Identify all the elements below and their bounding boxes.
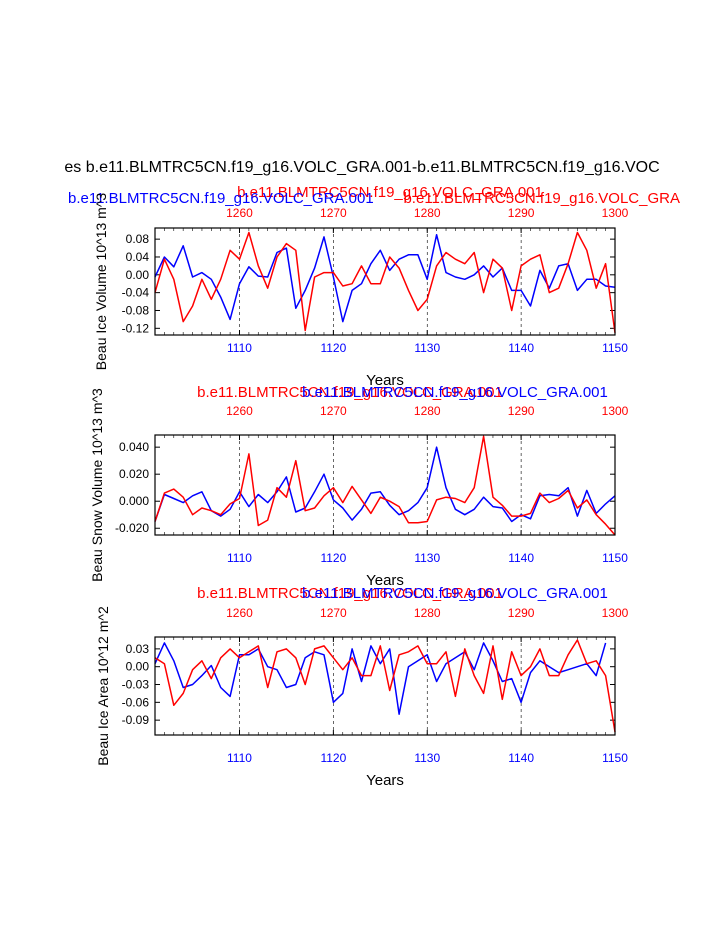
y-axis-label: Beau Ice Area 10^12 m^2 (95, 606, 111, 766)
panel-header-red-right: b.e11.BLMTRC5CN.f19_g16.VOLC_GRA (403, 190, 680, 207)
panel-header-red: b.e11.BLMTRC5CN.f19_g16.VOLC_GRA.001 (237, 184, 543, 201)
y-tick-label: 0.04 (126, 250, 150, 264)
y-tick-label: 0.00 (126, 268, 150, 282)
x-tick-label-bottom: 1110 (227, 551, 252, 565)
x-tick-label-top: 1260 (226, 404, 253, 418)
x-tick-label-top: 1290 (508, 206, 535, 220)
x-tick-label-bottom: 1130 (414, 751, 440, 765)
x-tick-label-top: 1300 (602, 404, 629, 418)
x-tick-label-bottom: 1140 (508, 751, 534, 765)
x-tick-label-top: 1270 (320, 404, 347, 418)
x-tick-label-top: 1280 (414, 404, 441, 418)
y-tick-label: 0.03 (126, 642, 150, 656)
x-tick-label-bottom: 1140 (508, 341, 534, 355)
series-line-red (154, 639, 616, 733)
x-tick-label-top: 1260 (226, 206, 253, 220)
chart-panel-1: b.e11.BLMTRC5CN.f19_g16.VOLC_GRA.001b.e1… (68, 184, 680, 389)
y-tick-label: 0.040 (119, 440, 149, 454)
x-tick-label-top: 1300 (602, 606, 629, 620)
x-tick-label-bottom: 1140 (508, 551, 534, 565)
plot-frame (154, 434, 616, 536)
y-axis-label: Beau Snow Volume 10^13 m^3 (89, 388, 105, 582)
series-line-red (154, 435, 616, 536)
x-tick-label-bottom: 1110 (227, 751, 252, 765)
y-tick-label: -0.04 (122, 286, 150, 300)
x-tick-label-bottom: 1150 (602, 341, 628, 355)
y-axis-label: Beau Ice Volume 10^13 m^3 (93, 193, 109, 371)
y-tick-label: 0.020 (119, 467, 149, 481)
series-line-blue (154, 642, 607, 715)
x-tick-label-bottom: 1110 (227, 341, 252, 355)
x-tick-label-top: 1280 (414, 606, 441, 620)
series-line-red (154, 231, 616, 333)
y-tick-label: -0.06 (122, 695, 150, 709)
plot-frame (154, 227, 616, 336)
plot-frame (154, 636, 616, 736)
x-axis-label: Years (366, 372, 404, 389)
x-tick-label-top: 1270 (320, 206, 347, 220)
x-axis-label: Years (366, 772, 404, 789)
y-tick-label: -0.03 (122, 678, 150, 692)
x-tick-label-top: 1300 (602, 206, 629, 220)
y-tick-label: 0.00 (126, 660, 150, 674)
x-tick-label-top: 1270 (320, 606, 347, 620)
chart-panel-3: b.e11.BLMTRC5CN.f19_g16.VOLC_GRA.001b.e1… (95, 585, 629, 789)
x-tick-label-bottom: 1130 (414, 341, 440, 355)
x-tick-label-top: 1290 (508, 606, 535, 620)
x-tick-label-top: 1280 (414, 206, 441, 220)
x-tick-label-top: 1260 (226, 606, 253, 620)
y-tick-label: -0.08 (122, 303, 150, 317)
panel-header-blue: b.e11.BLMTRC5CN.f19_g16.VOLC_GRA.001 (68, 190, 374, 207)
y-tick-label: 0.000 (119, 494, 149, 508)
panel-header-blue: b.e11.BLMTRC5CN.f19_g16.VOLC_GRA.001 (302, 585, 608, 602)
series-line-blue (154, 233, 616, 323)
x-tick-label-bottom: 1130 (414, 551, 440, 565)
chart-panel-2: b.e11.BLMTRC5CN.f19_g16.VOLC_GRA.001b.e1… (89, 384, 629, 589)
panel-header-red: b.e11.BLMTRC5CN.f19_g16.VOLC_GRA.001 (197, 585, 503, 602)
y-tick-label: 0.08 (126, 232, 150, 246)
y-tick-label: -0.020 (115, 521, 149, 535)
x-tick-label-bottom: 1150 (602, 551, 628, 565)
x-axis-label: Years (366, 572, 404, 589)
panel-header-red: b.e11.BLMTRC5CN.f19_g16.VOLC_GRA.001 (197, 384, 503, 401)
x-tick-label-bottom: 1120 (320, 341, 346, 355)
x-tick-label-top: 1290 (508, 404, 535, 418)
panel-header-blue: b.e11.BLMTRC5CN.f19_g16.VOLC_GRA.001 (302, 384, 608, 401)
x-tick-label-bottom: 1150 (602, 751, 628, 765)
y-tick-label: -0.09 (122, 713, 150, 727)
x-tick-label-bottom: 1120 (320, 551, 346, 565)
y-tick-label: -0.12 (122, 321, 150, 335)
x-tick-label-bottom: 1120 (320, 751, 346, 765)
page-title: es b.e11.BLMTRC5CN.f19_g16.VOLC_GRA.001-… (64, 159, 659, 176)
